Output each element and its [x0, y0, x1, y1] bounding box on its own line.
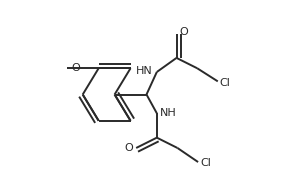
Text: HN: HN	[136, 66, 153, 76]
Text: O: O	[125, 143, 133, 153]
Text: NH: NH	[160, 108, 177, 118]
Text: Cl: Cl	[220, 78, 231, 88]
Text: O: O	[72, 63, 81, 73]
Text: O: O	[179, 27, 188, 37]
Text: Cl: Cl	[200, 158, 211, 168]
